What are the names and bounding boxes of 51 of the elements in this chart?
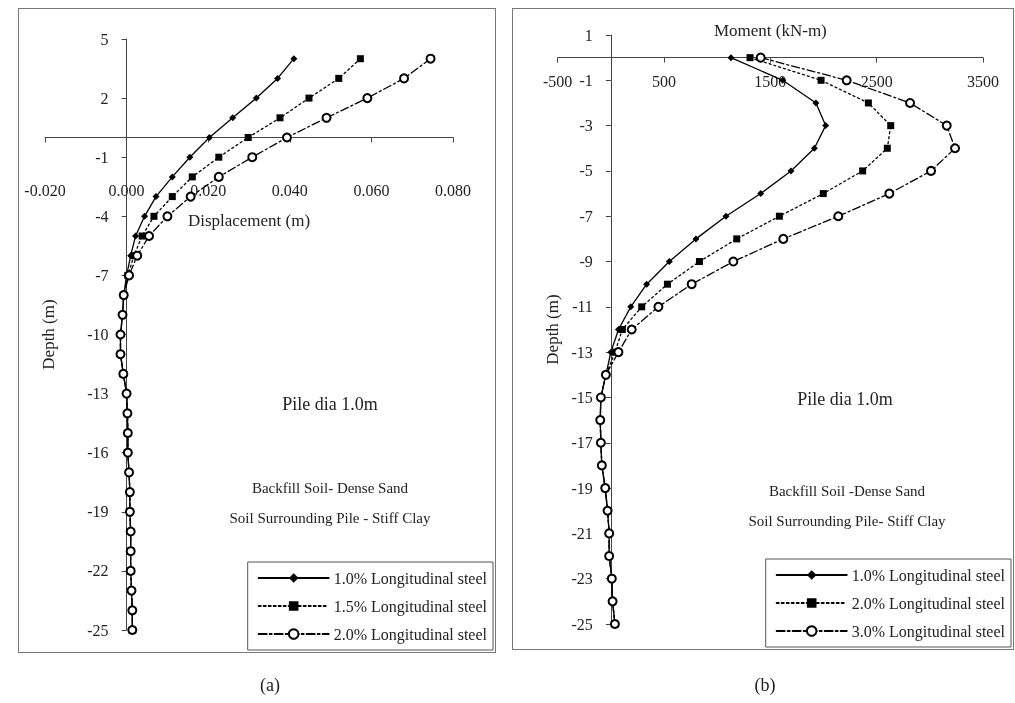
y-tick-label: -16 (87, 444, 109, 462)
y-tick-label: -1 (95, 148, 109, 166)
legend-label: 1.5% Longitudinal steel (333, 597, 488, 616)
annotation: Backfill Soil- Dense Sand (251, 479, 409, 496)
y-tick-label: -13 (87, 385, 109, 403)
legend-label: 1.0% Longitudinal steel (333, 569, 488, 588)
y-tick-label: -22 (87, 562, 109, 580)
text: (a) (260, 675, 280, 696)
x-axis-title: Displacement (m) (187, 210, 311, 230)
y-tick-label: -3 (579, 117, 593, 135)
y-tick-label: -23 (571, 570, 593, 588)
y-tick-label: -21 (571, 524, 593, 542)
y-tick-label: -13 (571, 343, 593, 361)
y-tick-label: 2 (100, 89, 109, 107)
annotation: Soil Surrounding Pile - Stiff Clay (229, 509, 431, 526)
x-tick-label: 3500 (967, 73, 999, 91)
y-tick-label: -11 (572, 298, 593, 316)
annotation: Backfill Soil -Dense Sand (768, 482, 926, 499)
x-tick-label: 2500 (860, 73, 893, 91)
x-tick-label: -500 (543, 73, 573, 91)
y-tick-label: -7 (579, 207, 593, 225)
y-tick-label: -7 (95, 266, 109, 284)
legend-label: 3.0% Longitudinal steel (851, 622, 1006, 641)
y-tick-label: 1 (584, 26, 593, 44)
annotation: Pile dia 1.0m (282, 394, 378, 414)
x-axis-title: Moment (kN-m) (713, 20, 827, 40)
annotation: Soil Surrounding Pile- Stiff Clay (748, 512, 947, 529)
y-tick-label: 5 (100, 30, 109, 48)
y-tick-label: -17 (571, 434, 593, 452)
y-axis-title: Depth (m) (542, 294, 562, 365)
y-tick-label: -9 (579, 253, 593, 271)
x-tick-label: 500 (652, 73, 677, 91)
legend-label: 2.0% Longitudinal steel (851, 594, 1006, 613)
x-tick-label: 0.080 (435, 182, 471, 199)
y-tick-label: -15 (571, 388, 593, 406)
x-tick-label: -0.020 (24, 182, 66, 199)
y-tick-label: -25 (571, 615, 593, 633)
x-tick-label: 0.040 (271, 182, 308, 199)
legend-label: 1.0% Longitudinal steel (851, 566, 1006, 585)
y-tick-label: -19 (571, 479, 593, 497)
text: (b) (754, 675, 776, 696)
y-tick-label: -5 (579, 162, 593, 180)
x-tick-label: 0.060 (353, 182, 390, 199)
annotation: Pile dia 1.0m (797, 389, 893, 409)
y-tick-label: -19 (87, 503, 109, 521)
y-axis-title: Depth (m) (38, 299, 58, 370)
y-tick-label: -4 (95, 207, 109, 225)
y-tick-label: -10 (87, 326, 109, 343)
y-tick-label: -25 (87, 621, 109, 639)
y-tick-label: -1 (579, 71, 593, 89)
legend-label: 2.0% Longitudinal steel (333, 625, 488, 644)
